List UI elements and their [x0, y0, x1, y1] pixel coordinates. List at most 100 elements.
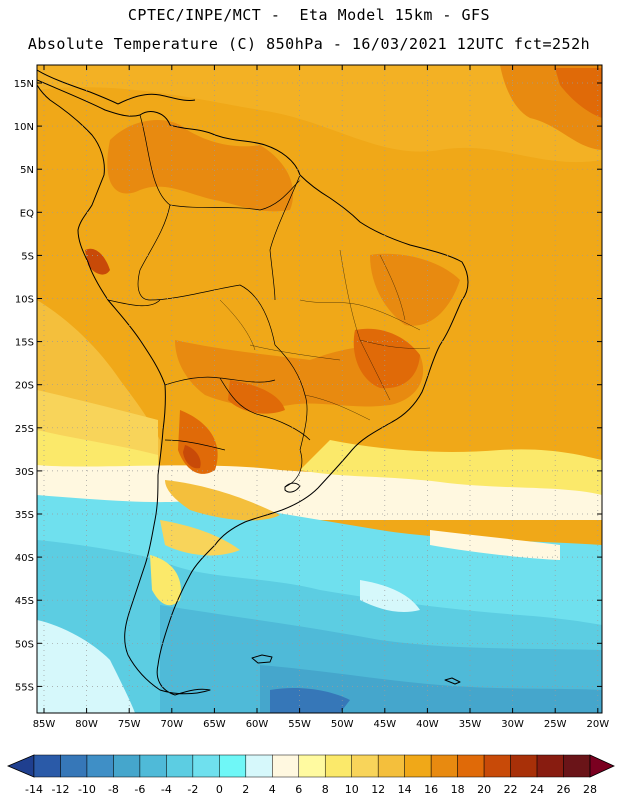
colorbar-low-arrow: [6, 754, 35, 778]
state-border-line: [304, 394, 371, 421]
state-border-line: [219, 299, 256, 351]
lat-label: 55S: [15, 682, 34, 693]
lat-label: 10S: [15, 295, 34, 306]
colorbar-label: 10: [345, 783, 359, 796]
lat-label: 50S: [15, 639, 34, 650]
field-cold-core: [270, 688, 350, 713]
lon-label: 65W: [203, 719, 226, 730]
border-line: [219, 377, 311, 441]
lat-label: 45S: [15, 596, 34, 607]
colorbar-swatch: [86, 754, 114, 778]
colorbar-label: 28: [583, 783, 597, 796]
lon-label: 40W: [416, 719, 439, 730]
colorbar-swatch: [60, 754, 88, 778]
colorbar-swatch: [298, 754, 326, 778]
central-america-coastline: [37, 69, 119, 105]
colorbar-swatch: [510, 754, 538, 778]
colorbar-swatch: [457, 754, 485, 778]
lat-label: 20S: [15, 381, 34, 392]
axis-ticks: [37, 65, 602, 713]
colorbar-labels: -14 -12 -10 -8 -6 -4 -2 0 2 4 6 8 10 12 14 16 18 20 22 24 26…: [25, 783, 597, 796]
lat-label: 25S: [15, 424, 34, 435]
colorbar-swatch: [192, 754, 220, 778]
falkland-islands: [251, 654, 273, 664]
lat-lon-grid: [37, 65, 602, 713]
lon-label: 70W: [160, 719, 183, 730]
field-cream-patch: [430, 530, 560, 560]
colorbar-high-arrow: [589, 754, 615, 778]
lon-label: 60W: [246, 719, 269, 730]
field-sw-pale: [37, 620, 135, 713]
colorbar-label: 22: [504, 783, 518, 796]
colorbar-label: 20: [477, 783, 491, 796]
colorbar-swatch: [219, 754, 247, 778]
lon-label: 85W: [33, 719, 56, 730]
colorbar-label: -2: [187, 783, 198, 796]
lat-label: 15S: [15, 338, 34, 349]
lon-label: 20W: [586, 719, 609, 730]
colorbar-label: 8: [322, 783, 329, 796]
colorbar-label: -8: [108, 783, 119, 796]
field-paraguay-hot: [228, 380, 285, 414]
colorbar-swatch: [536, 754, 564, 778]
chart-title-line-2: Absolute Temperature (C) 850hPa - 16/03/…: [27, 35, 591, 53]
lat-label: 15N: [14, 79, 34, 90]
south-america-coastline: [37, 79, 469, 696]
border-line: [164, 439, 226, 451]
lat-label: 5N: [20, 165, 34, 176]
country-borders: [107, 114, 311, 488]
field-ne-hot: [555, 68, 602, 118]
lat-label: 40S: [15, 553, 34, 564]
caribbean-coast: [117, 93, 196, 105]
field-atlantic-yellow: [300, 440, 602, 495]
lon-label: 25W: [544, 719, 567, 730]
colorbar-swatch: [351, 754, 379, 778]
colorbar-label: 4: [269, 783, 276, 796]
lon-label: 55W: [288, 719, 311, 730]
south-georgia: [444, 677, 461, 685]
colorbar-label: -12: [51, 783, 69, 796]
lat-label: 30S: [15, 467, 34, 478]
lon-label: 30W: [501, 719, 524, 730]
field-peru-hot: [85, 248, 110, 275]
lon-label: 35W: [459, 719, 482, 730]
temperature-field: [37, 65, 602, 713]
state-border-line: [249, 344, 341, 361]
field-chaco-core: [183, 445, 201, 469]
lon-label: 45W: [373, 719, 396, 730]
lon-label: 80W: [75, 719, 98, 730]
field-north-ocean: [37, 65, 602, 163]
colorbar-label: 6: [295, 783, 302, 796]
colorbar-swatch: [33, 754, 61, 778]
colorbar-swatch: [563, 754, 591, 778]
chart-title-line-1: CPTEC/INPE/MCT - Eta Model 15km - GFS: [127, 6, 491, 24]
colorbar-swatch: [483, 754, 511, 778]
colorbar-swatch: [113, 754, 141, 778]
lat-label: 35S: [15, 510, 34, 521]
colorbar-label: 16: [424, 783, 438, 796]
field-argentina-mid: [165, 480, 280, 521]
colorbar: [6, 754, 615, 778]
field-patagonia-mid: [150, 555, 181, 606]
colorbar-label: 0: [216, 783, 223, 796]
border-line: [284, 449, 303, 488]
lat-label: 10N: [14, 122, 34, 133]
longitude-labels: 85W 80W 75W 70W 65W 60W 55W 50W 45W 40W 35W 30W 25W 2…: [33, 719, 610, 730]
colorbar-label: -4: [161, 783, 172, 796]
map-frame: [36, 64, 603, 714]
colorbar-swatch: [324, 754, 352, 778]
colorbar-label: 18: [451, 783, 465, 796]
field-north-land-warm: [107, 120, 294, 212]
state-borders: [219, 249, 431, 421]
border-line: [269, 174, 301, 301]
colorbar-swatch: [245, 754, 273, 778]
colorbar-label: -6: [134, 783, 145, 796]
colorbar-swatch: [377, 754, 405, 778]
colorbar-swatch: [139, 754, 167, 778]
field-minas-hot: [353, 328, 420, 389]
colorbar-label: 14: [398, 783, 412, 796]
state-border-line: [379, 254, 406, 321]
colorbar-label: 24: [530, 783, 544, 796]
lon-label: 75W: [118, 719, 141, 730]
